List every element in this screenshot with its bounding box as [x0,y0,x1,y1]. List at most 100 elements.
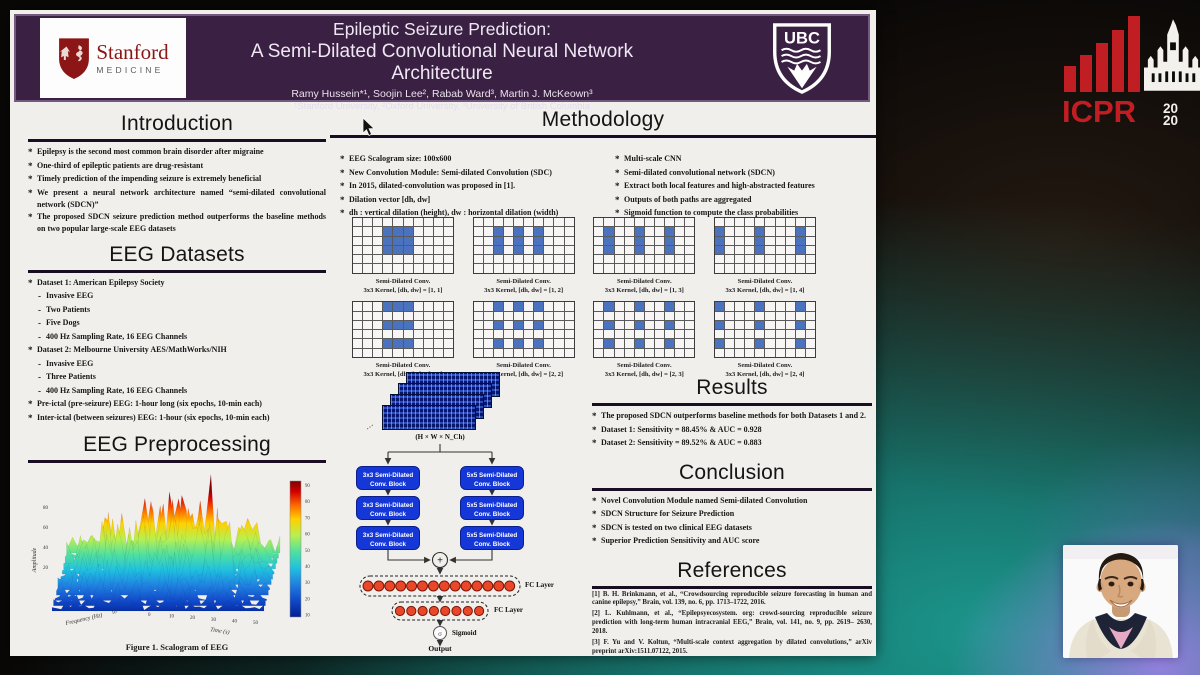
grid-cell [373,311,383,320]
bullet-item: * Dilation vector [dh, dw] [340,194,601,208]
grid-cell [544,227,554,236]
grid-cell [715,339,725,348]
logo-bar-icon [1080,55,1092,92]
grid-cell [745,236,755,245]
stanford-medicine-logo: Stanford MEDICINE [40,18,186,98]
grid-cell [503,255,514,264]
grid-cell [725,302,735,311]
grid-cell [413,311,423,320]
grid-cell [775,348,785,357]
x-tick: 40 [232,619,238,624]
bullet-text: One-third of epileptic patients are drug… [37,160,204,170]
grid-cell [604,339,614,348]
grid-cell [423,302,433,311]
grid-cell [654,348,664,357]
logo-bar-icon [1112,30,1124,92]
grid-cell [795,348,805,357]
grid-cell [483,330,493,339]
fc-node [406,605,417,617]
grid-cell [715,227,725,236]
bullet-item: * Novel Convolution Module named Semi-dil… [592,495,872,509]
bullet-text: Multi-scale CNN [624,154,682,163]
fc-layer-1-label: FC Layer [525,581,554,589]
grid-cell [745,330,755,339]
ubc-shield-icon: UBC [773,23,831,94]
grid-cell [433,227,443,236]
grid-cell [604,218,614,227]
reference-item: [1] B. H. Brinkmann, et al., “Crowdsourc… [592,590,872,607]
colorbar-tick: 60 [305,533,310,538]
grid-cell [544,311,554,320]
grid-cell [654,227,664,236]
grid-cell [735,255,745,264]
grid-cell [534,320,544,330]
grid-cell [805,348,815,357]
poster-title-line2: A Semi-Dilated Convolutional Neural Netw… [250,41,634,84]
grid-caption-line2: 3x3 Kernel, [dh, dw] = [1, 3] [604,287,684,294]
grid-cell [524,236,534,245]
bullet-marker: * [592,509,597,519]
bullet-text: Dataset 2: Sensitivity = 89.52% & AUC = … [601,438,762,447]
grid-cell [363,330,373,339]
grid-cell [353,320,363,330]
grid-cell [564,339,574,348]
bullet-item: * Sigmoid function to compute the class p… [615,207,876,221]
grid-cell [725,348,735,357]
grid-cell [715,302,725,311]
grid-cell [564,264,574,273]
grid-cell [644,218,654,227]
x-tick: 20 [190,616,196,621]
grid-cell [393,218,403,227]
scalogram-surface-ridge [54,552,268,601]
grid-cell [604,320,614,330]
fc-layer-1-nodes [362,580,516,592]
bullet-item: * The proposed SDCN outperforms baseline … [592,410,872,424]
grid-cell [524,311,534,320]
grid-cell [785,245,795,255]
grid-cell [483,339,493,348]
grid-cell [554,320,564,330]
poster-document[interactable]: Stanford MEDICINE Epileptic Seizure Pred… [10,10,876,656]
grid-cell [524,348,534,357]
grid-cell [534,255,544,264]
bullet-marker: * [28,211,33,222]
grid-cell [735,339,745,348]
fc-node [474,605,485,617]
grid-cell [473,330,483,339]
grid-cell [534,348,544,357]
grid-cell [594,264,604,273]
fc-node [471,580,483,592]
grid-cell [604,264,614,273]
bullet-text: SDCN Structure for Seizure Prediction [601,509,735,518]
conv-block-right: 5x5 Semi-Dilated Conv. Block [460,466,524,490]
grid-cell [514,311,524,320]
grid-cell [534,311,544,320]
grid-cell [675,236,685,245]
grid-cell [473,311,483,320]
grid-cell [413,227,423,236]
grid-cell [443,236,453,245]
poster-title-line1: Epileptic Seizure Prediction: [333,19,551,39]
grid-cell [785,227,795,236]
grid-cell [594,330,604,339]
grid-cell [755,330,765,339]
grid-cell [393,320,403,330]
grid-cell [745,218,755,227]
grid-cell [634,339,644,348]
bullet-item: * We present a neural network architectur… [28,187,326,211]
bullet-marker: * [340,208,345,218]
grid-cell [644,348,654,357]
grid-cell [745,302,755,311]
grid-cell [373,236,383,245]
grid-cell [665,227,675,236]
grid-cell [755,302,765,311]
grid-cell [483,255,493,264]
bullet-item: - Two Patients [28,304,326,318]
fc-node [417,605,428,617]
grid-cell [685,245,695,255]
bullet-item: * Dataset 2: Sensitivity = 89.52% & AUC =… [592,437,872,451]
grid-cell [735,302,745,311]
grid-cell [775,330,785,339]
grid-cell [373,339,383,348]
grid-cell [544,302,554,311]
